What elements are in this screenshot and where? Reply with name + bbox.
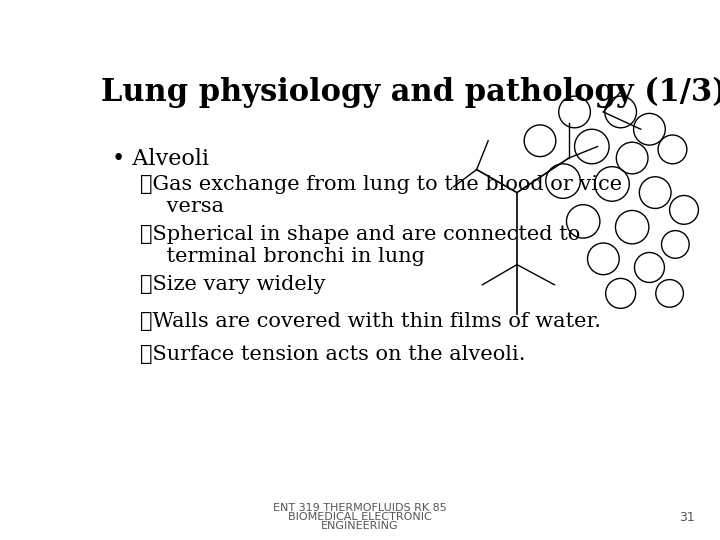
- Text: ✓Size vary widely: ✓Size vary widely: [140, 275, 325, 294]
- Text: BIOMEDICAL ELECTRONIC: BIOMEDICAL ELECTRONIC: [288, 512, 432, 522]
- Text: 31: 31: [679, 511, 695, 524]
- Text: ✓Gas exchange from lung to the blood or vice
    versa: ✓Gas exchange from lung to the blood or …: [140, 175, 622, 216]
- Text: ENT 319 THERMOFLUIDS RK 85: ENT 319 THERMOFLUIDS RK 85: [273, 503, 447, 512]
- Text: Lung physiology and pathology (1/3): Lung physiology and pathology (1/3): [101, 77, 720, 109]
- Text: ✓Spherical in shape and are connected to
    terminal bronchi in lung: ✓Spherical in shape and are connected to…: [140, 225, 580, 266]
- Text: ✓Surface tension acts on the alveoli.: ✓Surface tension acts on the alveoli.: [140, 346, 526, 365]
- Text: ENGINEERING: ENGINEERING: [321, 521, 399, 531]
- Text: • Alveoli: • Alveoli: [112, 148, 210, 170]
- Text: ✓Walls are covered with thin films of water.: ✓Walls are covered with thin films of wa…: [140, 312, 601, 331]
